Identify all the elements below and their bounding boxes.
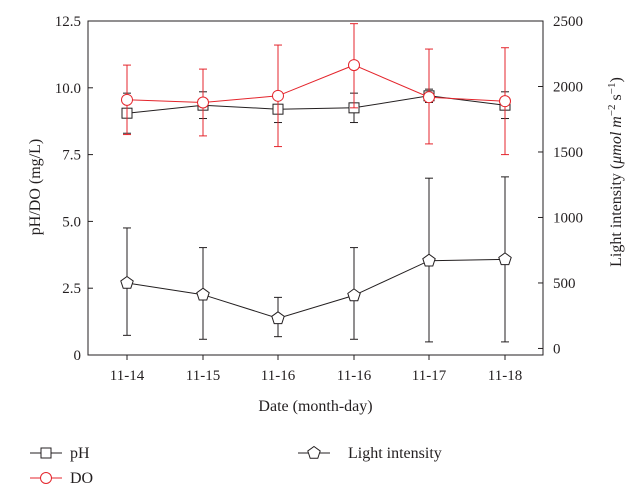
plot-frame bbox=[87, 20, 544, 356]
point-do bbox=[272, 89, 284, 102]
legend-ph-marker bbox=[40, 447, 52, 459]
x-tick-label: 11-15 bbox=[186, 368, 220, 384]
left-tick-label: 2.5 bbox=[62, 281, 81, 297]
series-line-do bbox=[126, 64, 506, 104]
point-light-intensity bbox=[271, 311, 285, 325]
right-tick-label: 1500 bbox=[553, 145, 583, 161]
legend-item-light-intensity: Light intensity bbox=[298, 445, 442, 462]
series-layer bbox=[120, 23, 512, 343]
left-tick-label: 7.5 bbox=[62, 148, 81, 164]
legend-light-label: Light intensity bbox=[348, 445, 442, 462]
legend-light-marker bbox=[307, 445, 321, 459]
series-ph bbox=[121, 88, 511, 134]
right-axis-title: Light intensity (μmol m−2 s−1) bbox=[606, 77, 625, 267]
point-light-intensity bbox=[120, 275, 134, 289]
left-tick-label: 10.0 bbox=[55, 81, 81, 97]
right-tick-label: 0 bbox=[553, 341, 561, 357]
point-do bbox=[197, 96, 209, 109]
legend: pH DO Light intensity bbox=[30, 445, 442, 487]
axes: 0 2.5 5.0 7.5 10.0 12.5 0 500 1000 1500 2000 2500 11… bbox=[55, 14, 583, 384]
point-light-intensity bbox=[347, 288, 361, 302]
x-axis-title: Date (month-day) bbox=[258, 398, 372, 415]
point-do bbox=[423, 91, 435, 104]
point-do bbox=[348, 59, 360, 72]
legend-item-ph: pH bbox=[30, 445, 90, 462]
legend-do-label: DO bbox=[70, 470, 93, 487]
point-do bbox=[121, 93, 133, 106]
point-light-intensity bbox=[422, 253, 436, 267]
left-axis-title: pH/DO (mg/L) bbox=[27, 139, 44, 235]
x-tick-label: 11-18 bbox=[488, 368, 522, 384]
point-light-intensity bbox=[498, 252, 512, 266]
x-tick-label: 11-17 bbox=[412, 368, 447, 384]
x-tick-label: 11-16 bbox=[337, 368, 372, 384]
left-tick-label: 12.5 bbox=[55, 14, 81, 30]
right-tick-label: 2500 bbox=[553, 14, 583, 30]
left-tick-label: 0 bbox=[74, 348, 82, 364]
series-light-intensity bbox=[120, 176, 512, 343]
legend-item-do: DO bbox=[30, 470, 93, 487]
point-do bbox=[499, 95, 511, 108]
left-tick-label: 5.0 bbox=[62, 214, 81, 230]
right-tick-label: 500 bbox=[553, 276, 576, 292]
right-tick-label: 2000 bbox=[553, 79, 583, 95]
x-tick-label: 11-16 bbox=[261, 368, 296, 384]
series-line-light-intensity bbox=[126, 258, 506, 319]
point-light-intensity bbox=[196, 287, 210, 301]
legend-ph-label: pH bbox=[70, 445, 90, 462]
legend-do-marker bbox=[40, 472, 52, 484]
x-tick-label: 11-14 bbox=[110, 368, 145, 384]
right-tick-label: 1000 bbox=[553, 210, 583, 226]
series-do bbox=[121, 23, 511, 156]
